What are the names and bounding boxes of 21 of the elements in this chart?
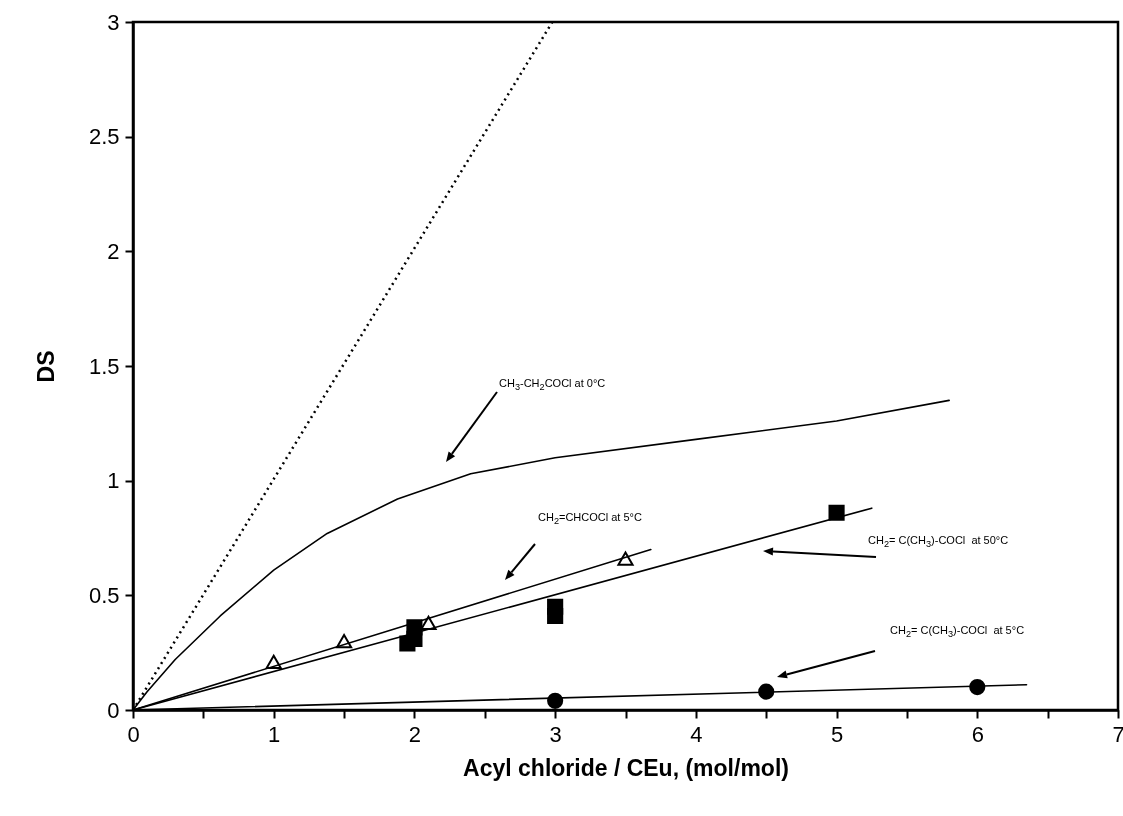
annotation: CH$_{2}$=CHCOCl at 5°C — [538, 511, 642, 527]
y-tick-label: 0.5 — [88, 582, 120, 608]
y-tick-label: 2.5 — [88, 124, 120, 150]
y-tick-label: 2 — [107, 238, 120, 264]
x-tick-label: 3 — [549, 721, 562, 747]
x-tick-label: 5 — [830, 721, 844, 747]
y-tick-label: 1.5 — [88, 353, 120, 379]
y-tick-label: 3 — [107, 9, 120, 35]
y-tick-label: 0 — [107, 697, 120, 723]
x-tick-label: 1 — [268, 721, 281, 747]
annotation: CH$_{3}$-CH$_{2}$COCl at 0°C — [499, 377, 606, 393]
annotation: CH$_{2}$= C(CH$_{3}$)-COCl at 5°C — [890, 624, 1025, 640]
y-tick-label: 1 — [107, 468, 120, 494]
x-tick-label: 7 — [1112, 721, 1123, 747]
x-tick-label: 6 — [971, 721, 984, 747]
annotation: CH$_{2}$= C(CH$_{3}$)-COCl at 50°C — [868, 534, 1009, 550]
x-tick-label: 0 — [127, 721, 140, 747]
x-tick-label: 4 — [690, 721, 703, 747]
x-axis-title: Acyl chloride / CEu, (mol/mol) — [463, 754, 789, 781]
x-tick-label: 2 — [408, 721, 422, 747]
y-axis-title: DS — [32, 350, 59, 383]
